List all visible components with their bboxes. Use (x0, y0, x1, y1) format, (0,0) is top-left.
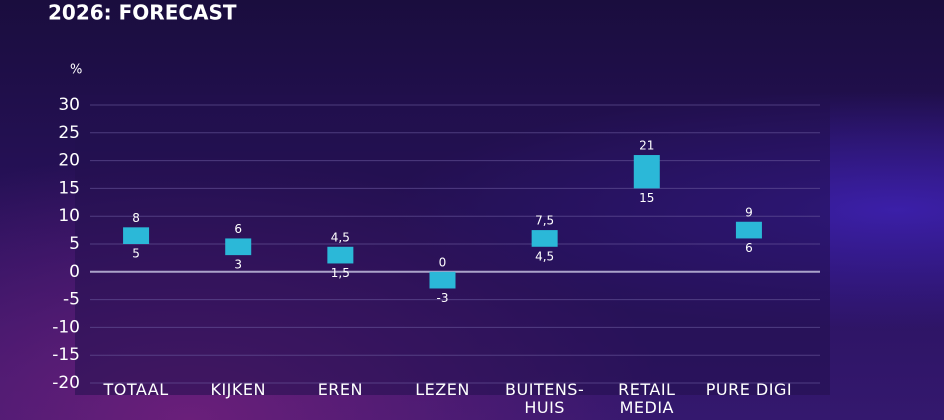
x-tick-label: TOTAAL (103, 380, 169, 399)
y-unit: % (70, 63, 82, 78)
y-tick-label: 20 (58, 151, 80, 171)
range-bar (633, 155, 660, 189)
y-tick-label: -10 (52, 317, 80, 337)
value-label: 4,5 (535, 249, 554, 263)
x-tick-label: PURE DIGI (705, 380, 793, 399)
value-label: 0 (439, 255, 447, 269)
x-tick-label: RETAIL MEDIA (618, 380, 676, 417)
range-bar (735, 221, 762, 239)
value-label: 3 (234, 258, 242, 272)
value-label: 5 (132, 247, 140, 261)
x-tick-label: BUITENS-HUIS (505, 380, 585, 417)
value-label: 1,5 (331, 266, 350, 280)
range-bar (531, 230, 558, 247)
y-tick-label: -5 (63, 290, 80, 310)
x-tick-label: LEZEN (415, 380, 470, 399)
chart-title: 2026: FORECAST (48, 1, 237, 25)
range-bar (123, 227, 150, 244)
value-label: 6 (745, 241, 753, 255)
x-tick-label: EREN (317, 380, 363, 399)
y-tick-label: -15 (52, 345, 80, 365)
range-bar (225, 238, 252, 256)
y-tick-label: 0 (69, 262, 80, 282)
x-tick-label: KIJKEN (210, 380, 266, 399)
y-tick-label: 25 (58, 123, 80, 143)
y-tick-label: 15 (58, 178, 80, 198)
range-bar (327, 246, 354, 264)
value-label: 7,5 (535, 214, 554, 228)
value-label: 9 (745, 205, 753, 219)
value-label: 15 (639, 191, 654, 205)
y-tick-label: 30 (58, 95, 80, 115)
range-bar (429, 271, 456, 289)
plot-panel (75, 95, 830, 395)
value-label: -3 (437, 291, 449, 305)
value-label: 21 (639, 139, 654, 153)
y-tick-label: 5 (69, 234, 80, 254)
value-label: 6 (234, 222, 242, 236)
y-tick-label: 10 (58, 206, 80, 226)
value-label: 8 (132, 211, 140, 225)
y-tick-label: -20 (52, 373, 80, 393)
value-label: 4,5 (331, 230, 350, 244)
